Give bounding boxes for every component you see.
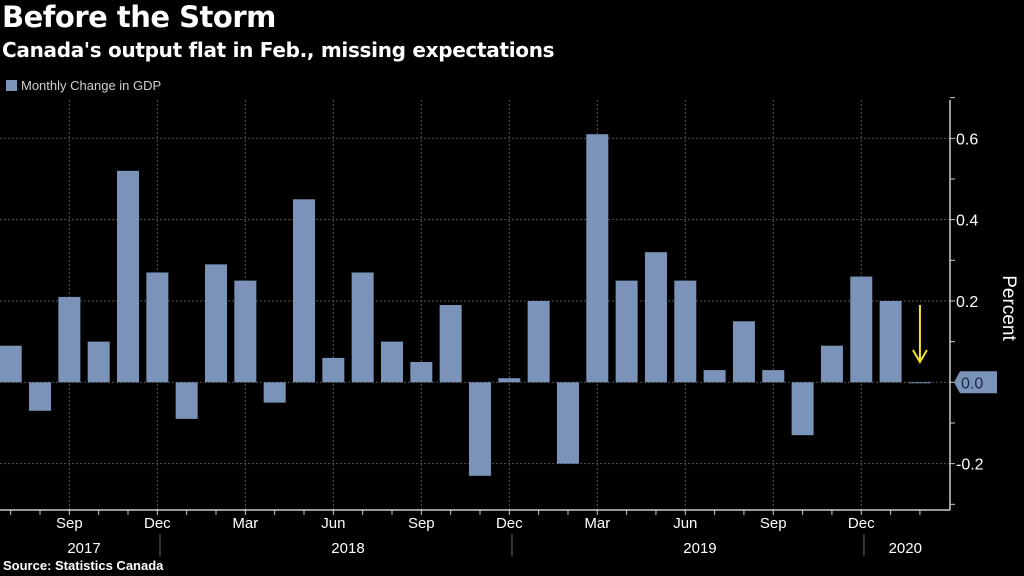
legend: Monthly Change in GDP <box>6 78 161 93</box>
bar <box>879 300 902 383</box>
y-tick-label: 0.4 <box>956 213 978 230</box>
bar <box>58 296 81 383</box>
x-year-label: 2020 <box>889 540 922 557</box>
y-axis-label: Percent <box>998 275 1019 341</box>
bar <box>644 252 667 383</box>
bar <box>615 280 638 383</box>
x-tick-label: Jun <box>321 515 345 532</box>
x-tick-label: Dec <box>144 515 171 532</box>
x-tick-label: Sep <box>760 515 787 532</box>
bar <box>762 370 785 383</box>
x-tick-label: Dec <box>848 515 875 532</box>
bar <box>117 170 140 383</box>
x-year-label: 2017 <box>67 540 100 557</box>
bar <box>0 345 22 383</box>
bar <box>175 382 198 419</box>
last-value-tag <box>954 371 997 394</box>
bar <box>293 199 315 383</box>
y-tick-label: 0.6 <box>956 131 978 148</box>
x-tick-label: Dec <box>496 515 523 532</box>
bar <box>732 321 755 383</box>
bar <box>146 272 169 383</box>
bar <box>351 272 374 383</box>
x-tick-label: Mar <box>584 515 610 532</box>
legend-label: Monthly Change in GDP <box>21 78 162 93</box>
bar <box>87 341 110 383</box>
chart-title: Before the Storm <box>2 0 276 34</box>
bar <box>263 382 286 403</box>
bar <box>322 357 345 383</box>
bar <box>820 345 843 383</box>
arrow-down-icon <box>912 349 928 364</box>
bar <box>703 370 726 383</box>
source-note: Source: Statistics Canada <box>3 558 164 573</box>
bar <box>791 382 814 436</box>
y-tick-label: -0.2 <box>956 457 984 474</box>
bar <box>380 341 403 383</box>
y-tick-label: 0.2 <box>956 294 978 311</box>
x-year-label: 2019 <box>683 540 716 557</box>
bar <box>410 361 433 383</box>
y-tick-label: 0.0 <box>961 375 983 392</box>
bar <box>468 382 491 476</box>
x-year-label: 2018 <box>331 540 364 557</box>
bar <box>439 305 462 383</box>
x-tick-label: Mar <box>232 515 258 532</box>
bar <box>674 280 697 383</box>
bar <box>234 280 257 383</box>
x-tick-label: Sep <box>408 515 435 532</box>
bar <box>527 300 550 383</box>
x-tick-label: Jun <box>673 515 697 532</box>
bar <box>29 382 52 411</box>
bar <box>586 134 609 383</box>
bar <box>556 382 579 464</box>
bar <box>908 382 931 384</box>
bar <box>205 264 228 383</box>
x-tick-label: Sep <box>56 515 83 532</box>
bar <box>498 378 521 383</box>
bar <box>850 276 873 383</box>
legend-swatch <box>6 80 17 91</box>
chart-subtitle: Canada's output flat in Feb., missing ex… <box>2 38 555 62</box>
